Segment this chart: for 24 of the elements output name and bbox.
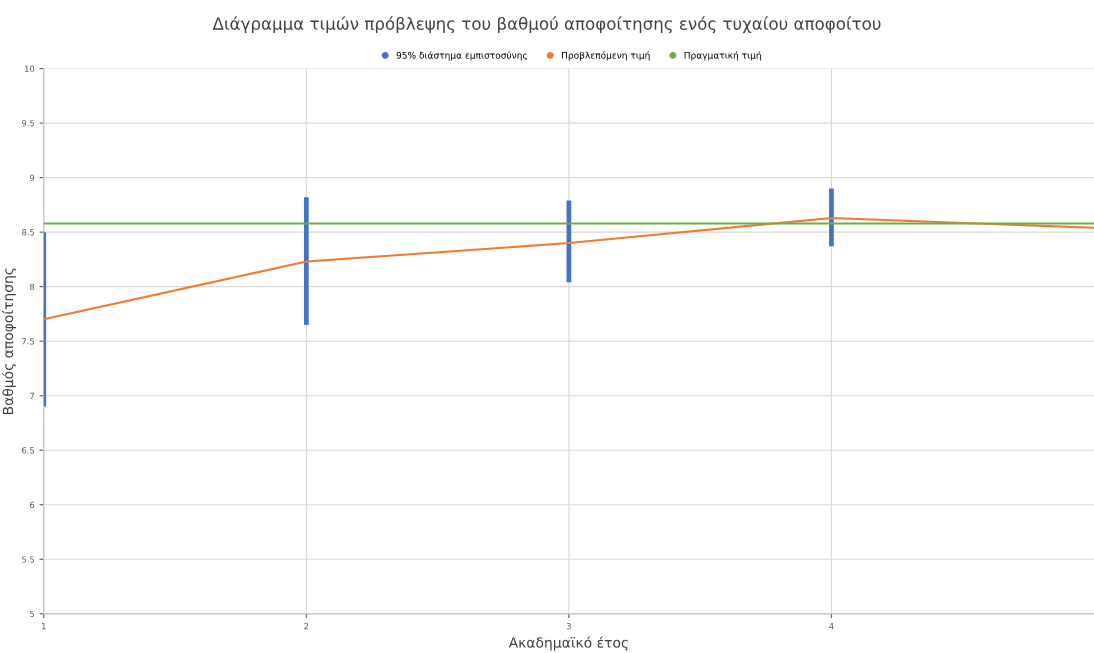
y-tick-label: 5 bbox=[30, 610, 34, 618]
y-tick-label: 6 bbox=[30, 501, 35, 509]
y-tick-label: 10 bbox=[25, 65, 35, 72]
y-tick-label: 9.5 bbox=[22, 120, 34, 127]
y-tick-label: 8.5 bbox=[22, 229, 34, 236]
chart-title: Διάγραμμα τιμών πρόβλεψης του βαθμού αποφοίτησης ενός τυχαίου αποφοίτου bbox=[212, 16, 881, 34]
y-tick-label: 7 bbox=[30, 392, 35, 399]
y-axis-title: Βαθμός αποφοίτησης bbox=[1, 268, 16, 415]
y-tick-label: 5.5 bbox=[22, 556, 34, 563]
line-series bbox=[43, 216, 1094, 321]
x-tick-label: 2 bbox=[304, 622, 309, 630]
x-axis-title: Ακαδημαϊκό έτος bbox=[508, 636, 628, 651]
bar bbox=[303, 197, 309, 325]
y-tick-label: 6.5 bbox=[22, 447, 34, 454]
x-tick-label: 3 bbox=[566, 622, 571, 630]
y-tick-label: 9 bbox=[29, 174, 35, 181]
legend-label: Προβλεπόμενη τιμή bbox=[562, 51, 650, 61]
x-tick-label: 1 bbox=[42, 623, 46, 630]
bar bbox=[829, 188, 834, 247]
x-tick-label: 4 bbox=[829, 623, 834, 630]
legend-label: Πραγματική τιμή bbox=[684, 51, 761, 61]
y-tick-label: 8 bbox=[30, 283, 35, 290]
y-tick-label: 7.5 bbox=[22, 338, 34, 345]
legend-label: 95% διάστημα εμπιστοσύνης bbox=[396, 51, 527, 61]
